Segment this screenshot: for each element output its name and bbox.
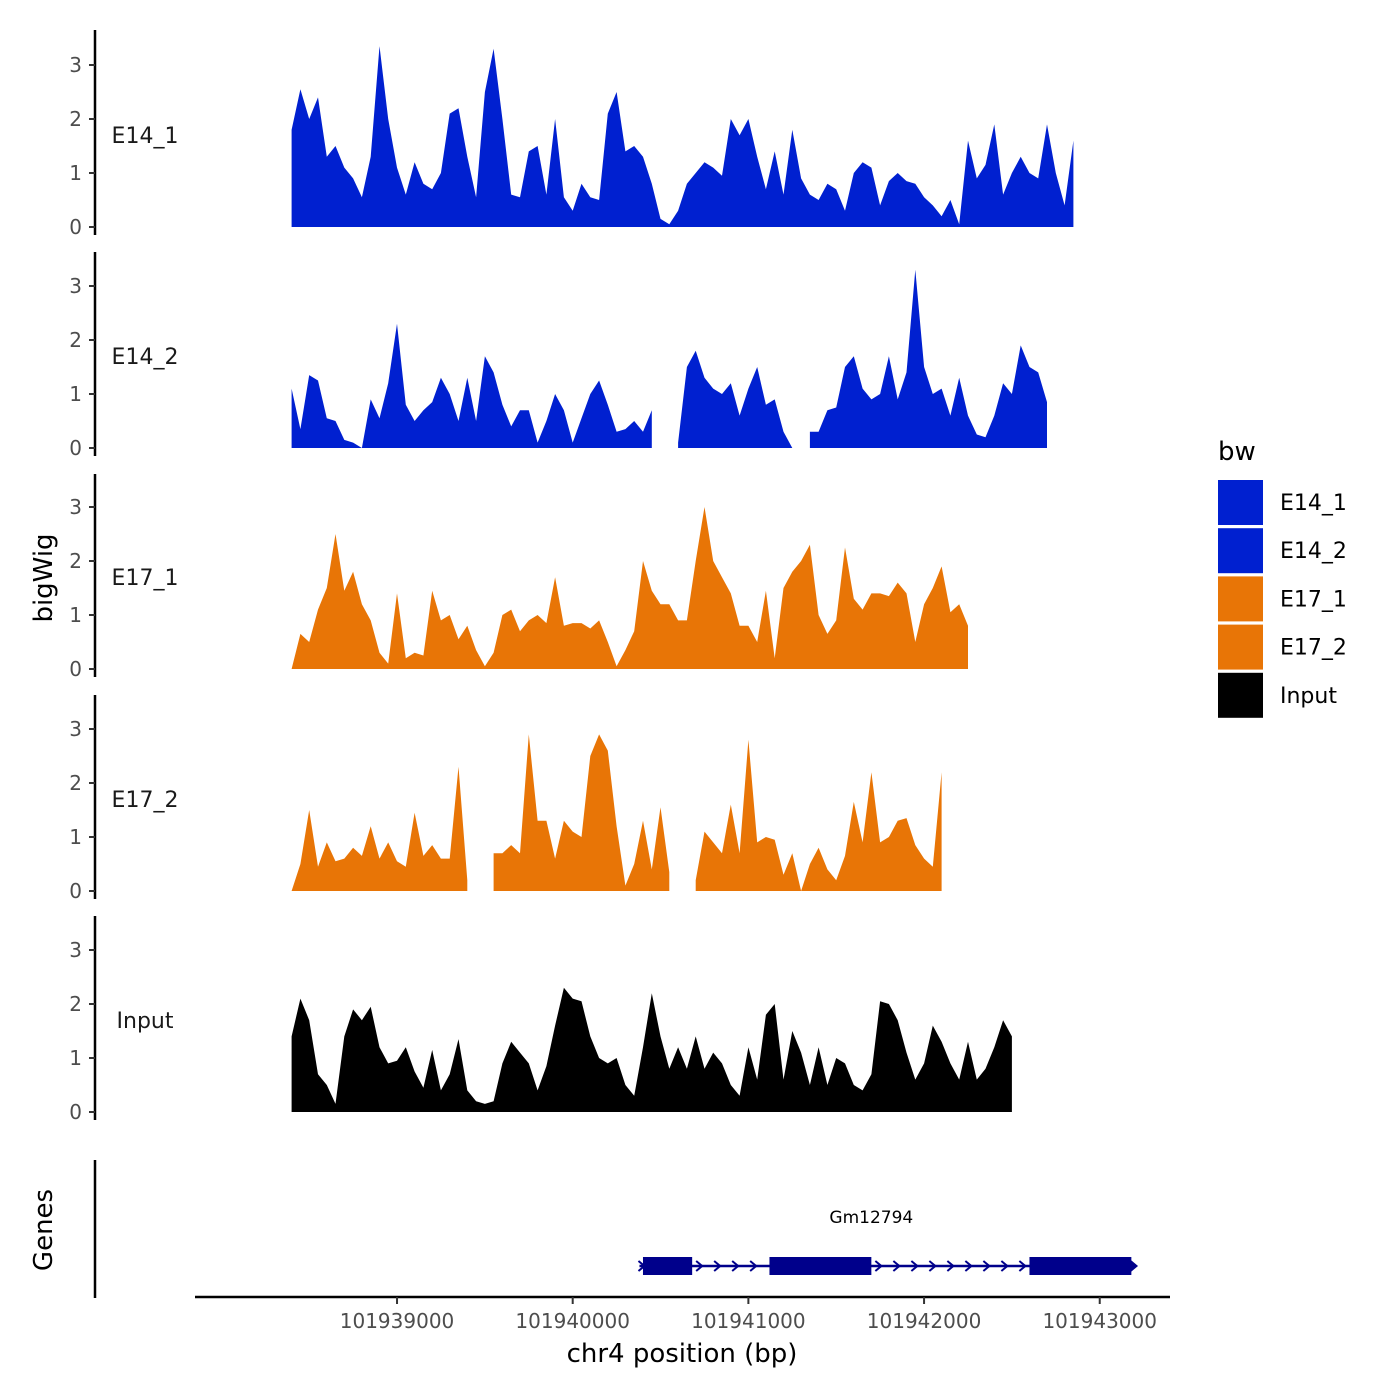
track-input: 0 1 2 3 Input [69, 916, 1012, 1124]
strand-chevron [1018, 1260, 1027, 1272]
y-tick-label: 2 [69, 771, 82, 795]
coverage-area [809, 269, 1047, 448]
y-tick-label: 1 [69, 825, 82, 849]
coverage-area [695, 739, 942, 891]
strand-chevron [928, 1260, 937, 1272]
strand-chevron [1130, 1260, 1139, 1272]
track-label: E14_1 [112, 124, 179, 149]
genes-axis-title: Genes [29, 1189, 59, 1271]
y-tick-label: 1 [69, 603, 82, 627]
coverage-area [291, 323, 652, 448]
axis-titles: chr4 position (bp) bigWig Genes [29, 533, 797, 1369]
track-e14-2: 0 1 2 3 E14_2 [69, 252, 1047, 460]
track-label: E17_2 [112, 788, 179, 813]
y-tick-label: 0 [69, 657, 82, 681]
y-tick-label: 3 [69, 938, 82, 962]
legend-swatch [1218, 480, 1263, 525]
coverage-area [291, 987, 1012, 1112]
legend-label: E14_2 [1280, 539, 1347, 564]
gene-name-label: Gm12794 [829, 1208, 913, 1228]
strand-chevron [749, 1260, 758, 1272]
track-label: E17_1 [112, 566, 179, 591]
legend-label: Input [1280, 684, 1337, 709]
strand-chevron [946, 1260, 955, 1272]
gene-exon [769, 1257, 872, 1275]
y-tick-label: 3 [69, 495, 82, 519]
x-tick-label: 101942000 [867, 1309, 982, 1333]
gene-exon [1029, 1257, 1132, 1275]
coverage-area [493, 734, 670, 891]
strand-chevron [874, 1260, 883, 1272]
legend-item-input: Input [1218, 672, 1337, 718]
y-tick-label: 0 [69, 436, 82, 460]
x-tick-label: 101939000 [340, 1309, 455, 1333]
legend-label: E17_2 [1280, 636, 1347, 661]
legend-swatch [1218, 528, 1263, 574]
track-e17-2: 0 1 2 3 E17_2 [69, 695, 942, 903]
y-tick-label: 2 [69, 549, 82, 573]
legend-item-e17-1: E17_1 [1218, 576, 1347, 622]
legend: bw E14_1 E14_2 E17_1 E17_2 Input [1218, 437, 1347, 718]
strand-chevron [910, 1260, 919, 1272]
y-tick-label: 0 [69, 215, 82, 239]
coverage-area [291, 46, 1074, 227]
legend-swatch [1218, 576, 1263, 622]
strand-chevron [731, 1260, 740, 1272]
y-tick-label: 0 [69, 879, 82, 903]
coverage-area [291, 507, 969, 669]
y-axis-title: bigWig [29, 533, 59, 622]
y-tick-label: 1 [69, 1046, 82, 1070]
y-tick-label: 0 [69, 1100, 82, 1124]
track-e17-1: 0 1 2 3 E17_1 [69, 474, 969, 681]
y-tick-label: 2 [69, 992, 82, 1016]
legend-label: E17_1 [1280, 587, 1347, 612]
y-tick-label: 2 [69, 328, 82, 352]
strand-chevron [695, 1260, 704, 1272]
gene-gm12794: Gm12794 [637, 1208, 1139, 1275]
legend-item-e17-2: E17_2 [1218, 624, 1347, 670]
track-label: E14_2 [112, 345, 179, 370]
gene-exon [642, 1257, 693, 1275]
genes-panel: Gm12794 [93, 1160, 1139, 1298]
legend-label: E14_1 [1280, 491, 1347, 516]
x-tick-label: 101941000 [691, 1309, 806, 1333]
strand-chevron [713, 1260, 722, 1272]
y-tick-label: 3 [69, 274, 82, 298]
legend-title: bw [1218, 437, 1256, 467]
x-axis: 101939000 101940000 101941000 101942000 1019… [195, 1295, 1170, 1333]
legend-item-e14-1: E14_1 [1218, 480, 1347, 525]
track-label: Input [117, 1009, 174, 1034]
y-tick-label: 1 [69, 161, 82, 185]
strand-chevron [892, 1260, 901, 1272]
x-axis-title: chr4 position (bp) [567, 1339, 798, 1369]
legend-item-e14-2: E14_2 [1218, 528, 1347, 574]
y-tick-label: 3 [69, 717, 82, 741]
legend-swatch [1218, 624, 1263, 670]
legend-swatch [1218, 672, 1263, 718]
y-tick-label: 2 [69, 107, 82, 131]
track-e14-1: 0 1 2 3 E14_1 [69, 30, 1074, 239]
coverage-tracks: 0 1 2 3 E14_1 0 1 2 3 E14_2 0 1 2 3 E17_1 0 1 2 3 E17_2 0 1 2 3… [69, 30, 1074, 1124]
y-tick-label: 3 [69, 53, 82, 77]
coverage-area [291, 766, 468, 891]
strand-chevron [964, 1260, 973, 1272]
x-tick-label: 101943000 [1042, 1309, 1157, 1333]
coverage-area [678, 350, 793, 448]
x-tick-label: 101940000 [515, 1309, 630, 1333]
strand-chevron [982, 1260, 991, 1272]
y-tick-label: 1 [69, 382, 82, 406]
strand-chevron [1000, 1260, 1009, 1272]
